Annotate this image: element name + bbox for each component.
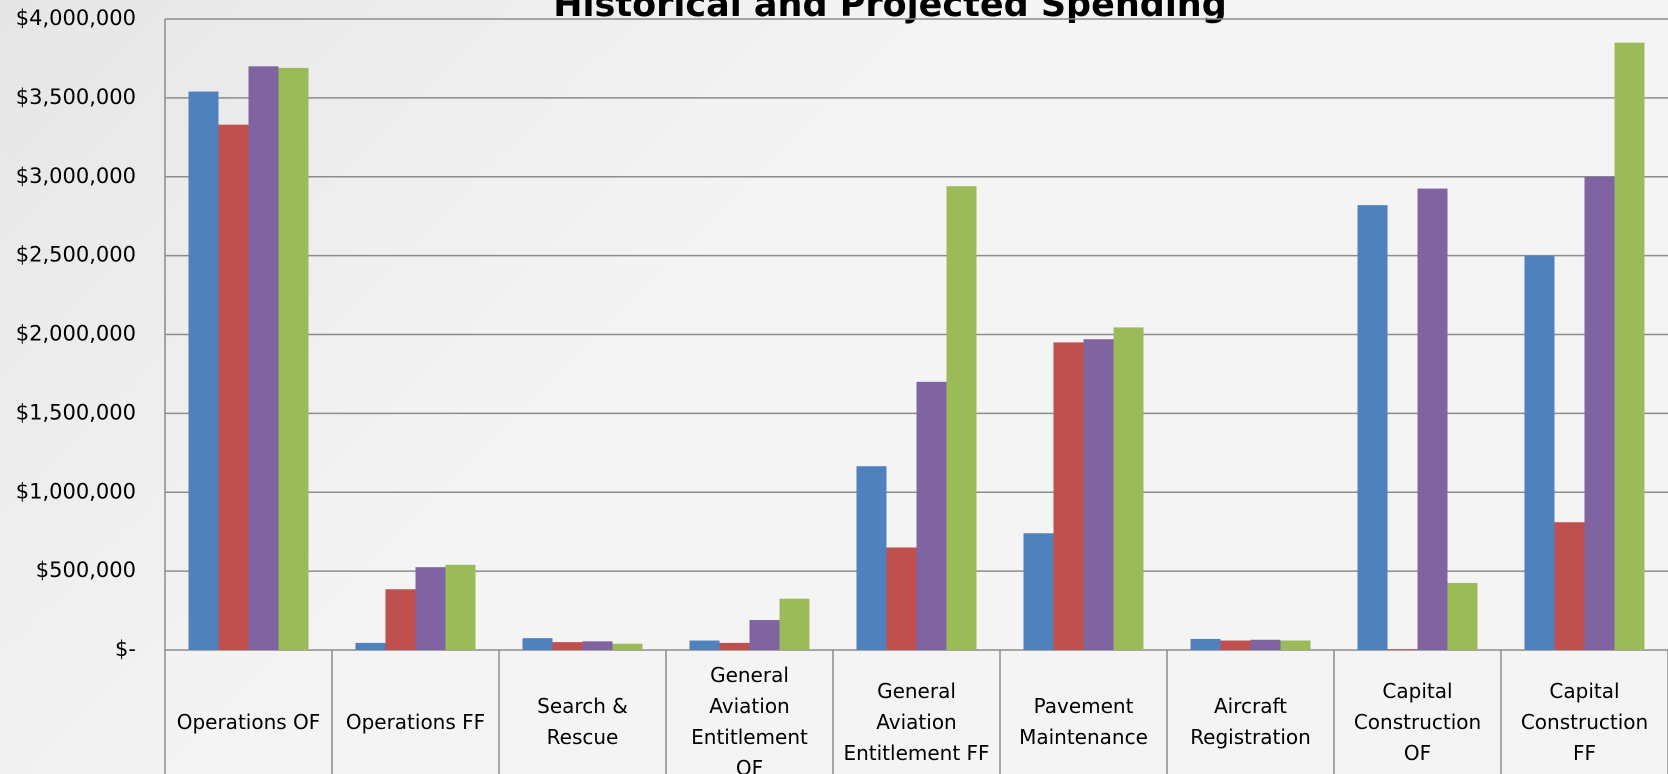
bar — [415, 567, 446, 650]
bar — [1614, 42, 1645, 651]
bar — [1053, 342, 1084, 650]
y-tick-label: $500,000 — [36, 558, 136, 582]
bar — [385, 589, 416, 650]
bar — [1524, 255, 1555, 650]
bar — [248, 66, 279, 650]
y-tick-label: $3,000,000 — [16, 164, 136, 188]
bar — [188, 91, 219, 650]
x-tick-label: General Aviation Entitlement FF — [843, 678, 990, 765]
bar — [1554, 522, 1585, 650]
bar — [1083, 339, 1114, 650]
x-tick-label: Capital Construction FF — [1520, 678, 1649, 765]
x-tick-label: Pavement Maintenance — [1019, 694, 1148, 749]
y-tick-label: $- — [115, 637, 136, 661]
bar — [719, 642, 750, 650]
bar — [552, 642, 583, 650]
x-tick-label: Operations OF — [176, 709, 321, 734]
chart-title: Historical and Projected Spending — [553, 0, 1227, 25]
x-tick-label: Aircraft Registration — [1190, 694, 1311, 749]
bar — [689, 640, 720, 650]
bar — [218, 124, 249, 650]
y-tick-label: $2,500,000 — [16, 243, 136, 267]
bar — [916, 381, 947, 650]
y-tick-label: $2,000,000 — [16, 322, 136, 346]
bar — [1387, 649, 1418, 650]
bar — [1250, 639, 1281, 650]
x-tick-label: Operations FF — [345, 709, 486, 734]
x-tick-label: Capital Construction OF — [1353, 678, 1482, 765]
bar — [749, 620, 780, 650]
bar — [1280, 640, 1311, 650]
bar — [1584, 176, 1615, 650]
bar — [779, 598, 810, 650]
bar — [445, 564, 476, 650]
bar — [856, 466, 887, 650]
x-tick-label: Search & Rescue — [537, 694, 628, 749]
bar — [1113, 327, 1144, 650]
bar — [355, 642, 386, 650]
y-tick-label: $1,500,000 — [16, 400, 136, 424]
bar — [1023, 533, 1054, 650]
bar — [1357, 205, 1388, 650]
y-tick-label: $1,000,000 — [16, 479, 136, 503]
bar — [582, 641, 613, 650]
bar — [1447, 582, 1478, 650]
x-tick-label: General Aviation Entitlement OF — [691, 663, 808, 774]
bar — [1417, 188, 1448, 651]
y-tick-label: $4,000,000 — [16, 6, 136, 30]
y-tick-label: $3,500,000 — [16, 85, 136, 109]
bar — [886, 547, 917, 650]
bar — [1190, 638, 1221, 650]
bar — [278, 67, 309, 651]
bar — [522, 638, 553, 650]
bar — [946, 186, 977, 650]
bar — [1220, 640, 1251, 650]
bar — [612, 643, 643, 650]
